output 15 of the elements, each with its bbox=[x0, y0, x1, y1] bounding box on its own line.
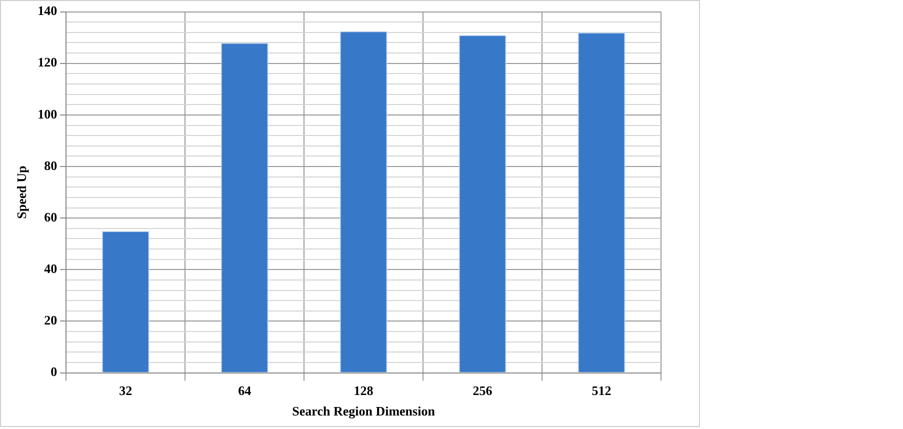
y-tick-label: 120 bbox=[38, 54, 58, 70]
x-tick-label: 256 bbox=[472, 382, 493, 398]
x-tick-label: 512 bbox=[592, 382, 612, 398]
y-axis-title: Speed Up bbox=[14, 166, 30, 219]
y-tick-label: 20 bbox=[44, 312, 58, 328]
y-tick-label: 100 bbox=[38, 106, 58, 122]
x-tick-label: 64 bbox=[238, 382, 252, 398]
y-tick-label: 80 bbox=[44, 158, 58, 173]
y-tick-label: 140 bbox=[38, 3, 58, 18]
x-axis-title: Search Region Dimension bbox=[292, 404, 436, 419]
y-tick-label: 60 bbox=[44, 209, 58, 224]
y-tick-label: 0 bbox=[50, 364, 58, 380]
x-tick-label: 128 bbox=[354, 382, 374, 398]
x-tick-label: 32 bbox=[119, 382, 132, 398]
y-tick-label: 40 bbox=[44, 261, 58, 276]
